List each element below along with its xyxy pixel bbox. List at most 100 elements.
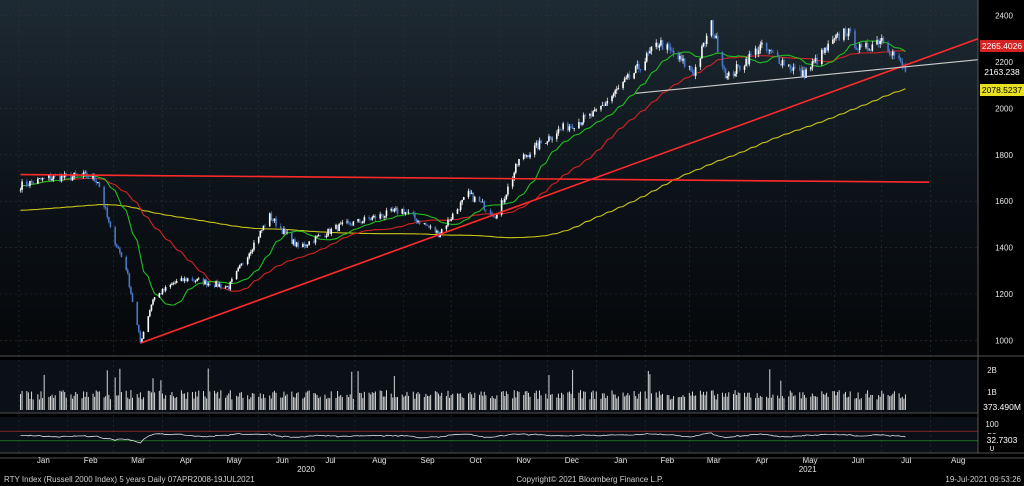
candle-body	[259, 230, 262, 238]
candle-body	[791, 69, 793, 71]
candle-body	[836, 33, 839, 35]
candle-body	[901, 61, 904, 67]
candle-body	[503, 198, 506, 203]
candle-body	[414, 213, 416, 219]
candle-body	[802, 70, 804, 77]
candle-body	[628, 74, 631, 79]
candle-body	[865, 43, 867, 48]
candle-body	[182, 278, 184, 282]
candle-body	[406, 212, 408, 213]
candle-body	[19, 189, 22, 191]
candle-body	[328, 228, 331, 234]
candle-body	[505, 194, 508, 199]
candle-body	[904, 66, 907, 72]
candle-body	[194, 281, 197, 282]
candle-body	[74, 173, 77, 175]
candle-body	[860, 44, 863, 48]
candle-body	[341, 222, 344, 224]
candle-body	[759, 44, 762, 51]
candle-body	[93, 175, 96, 181]
candle-body	[384, 216, 386, 218]
candle-body	[295, 242, 298, 247]
candle-body	[208, 283, 211, 286]
candle-body	[447, 219, 449, 226]
candle-body	[584, 114, 587, 116]
candle-body	[800, 69, 803, 77]
badge-ma-red: 2265.4026	[982, 41, 1022, 51]
candle-body	[768, 49, 771, 52]
candle-body	[191, 278, 194, 281]
candle-body	[600, 105, 602, 110]
candle-body	[313, 241, 315, 243]
candle-body	[95, 180, 98, 183]
candle-body	[335, 224, 337, 229]
candle-body	[395, 208, 397, 210]
candle-body	[724, 68, 727, 79]
candle-body	[218, 284, 221, 287]
candle-body	[117, 246, 120, 249]
candle-body	[538, 140, 541, 150]
trendline-horizontal-resistance	[20, 173, 930, 183]
candle-body	[604, 103, 607, 106]
candle-body	[164, 286, 167, 291]
badge-ma-red-bg	[980, 40, 1024, 52]
candle-body	[716, 35, 719, 52]
trendlines	[20, 38, 979, 344]
candle-body	[887, 43, 889, 52]
candle-body	[677, 54, 680, 60]
candle-body	[327, 228, 329, 236]
candle-body	[196, 278, 198, 282]
candle-body	[434, 226, 437, 233]
candle-body	[172, 283, 175, 284]
candle-body	[250, 251, 252, 254]
candle-body	[472, 192, 475, 202]
candle-body	[142, 332, 145, 339]
candle-body	[739, 65, 741, 70]
candle-body	[207, 283, 210, 286]
candle-body	[847, 28, 850, 37]
candle-body	[440, 229, 443, 234]
candle-body	[606, 101, 609, 104]
candle-body	[835, 34, 837, 39]
candle-body	[877, 40, 880, 44]
candle-body	[494, 216, 497, 219]
candle-body	[750, 53, 752, 55]
candle-body	[60, 175, 63, 182]
candle-body	[115, 244, 118, 247]
candle-body	[415, 218, 418, 222]
month-tick-label: Jun	[276, 456, 289, 465]
candle-body	[43, 178, 45, 179]
candle-body	[273, 218, 276, 221]
candle-body	[644, 61, 646, 71]
candle-body	[549, 136, 552, 140]
candle-body	[625, 77, 628, 79]
candle-body	[682, 58, 684, 61]
candle-body	[362, 221, 364, 224]
candle-body	[734, 73, 736, 76]
month-tick-label: Jul	[901, 456, 911, 465]
candle-body	[726, 76, 728, 79]
candle-body	[515, 164, 517, 173]
candle-body	[527, 155, 530, 158]
candle-body	[485, 209, 487, 211]
candle-body	[892, 51, 894, 56]
candle-body	[496, 214, 498, 219]
candle-body	[559, 129, 561, 130]
candle-body	[474, 196, 476, 202]
candle-body	[49, 175, 52, 181]
candle-body	[171, 283, 173, 285]
chart-title: RTY Index (Russell 2000 Index) 5 years D…	[4, 475, 255, 484]
candle-body	[469, 190, 471, 194]
candle-body	[821, 49, 823, 65]
candle-body	[743, 66, 746, 70]
month-tick-label: Feb	[84, 456, 98, 465]
candle-body	[551, 138, 553, 140]
candle-body	[603, 105, 605, 106]
candle-body	[459, 202, 462, 211]
candle-body	[787, 64, 790, 66]
price-tick-label: 2400	[995, 12, 1013, 21]
candle-body	[647, 53, 650, 55]
candle-body	[37, 178, 39, 184]
candle-body	[205, 280, 208, 286]
